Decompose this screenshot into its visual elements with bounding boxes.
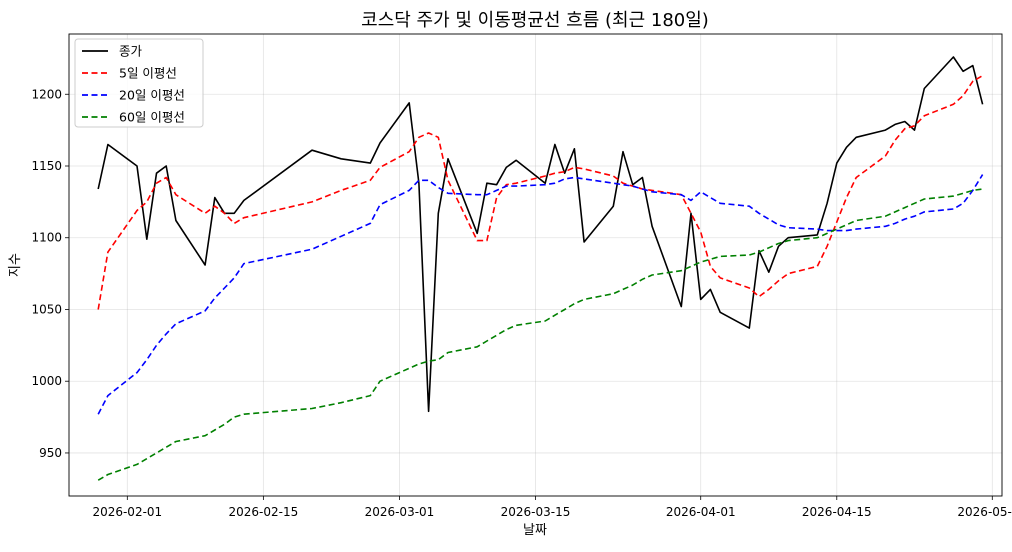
y-axis-label: 지수 <box>8 253 23 277</box>
legend-label-1: 5일 이평선 <box>119 66 177 81</box>
series-line-2 <box>97 174 984 415</box>
y-tick-label: 950 <box>39 446 62 460</box>
y-tick-label: 1100 <box>31 231 62 245</box>
y-tick-label: 1000 <box>31 374 62 388</box>
series-line-3 <box>97 188 983 481</box>
x-tick-label: 2026-05-01 <box>957 505 1012 519</box>
grid <box>69 34 1002 496</box>
legend: 종가 5일 이평선 20일 이평선 60일 이평선 <box>74 38 204 128</box>
series-line-0 <box>97 56 984 413</box>
x-tick-label: 2026-04-15 <box>802 505 872 519</box>
x-tick-label: 2026-03-01 <box>365 505 435 519</box>
series-line-1 <box>97 74 984 310</box>
chart-title: 코스닥 주가 및 이동평균선 흐름 (최근 180일) <box>361 10 709 31</box>
x-axis: 2026-02-01 2026-02-15 2026-03-01 2026-03-15… <box>92 496 1012 519</box>
x-tick-label: 2026-04-01 <box>666 505 736 519</box>
legend-box <box>74 38 204 128</box>
legend-label-3: 60일 이평선 <box>119 110 185 125</box>
y-axis: 950 1000 1050 1100 1150 1200 <box>31 87 69 460</box>
y-tick-label: 1200 <box>31 87 62 101</box>
series-layer <box>97 56 984 481</box>
legend-label-0: 종가 <box>119 44 143 59</box>
y-tick-label: 1050 <box>31 302 62 316</box>
x-tick-label: 2026-02-01 <box>92 505 162 519</box>
y-tick-label: 1150 <box>31 159 62 173</box>
x-tick-label: 2026-03-15 <box>501 505 571 519</box>
legend-label-2: 20일 이평선 <box>119 88 185 103</box>
x-tick-label: 2026-02-15 <box>229 505 299 519</box>
x-axis-label: 날짜 <box>523 523 547 538</box>
